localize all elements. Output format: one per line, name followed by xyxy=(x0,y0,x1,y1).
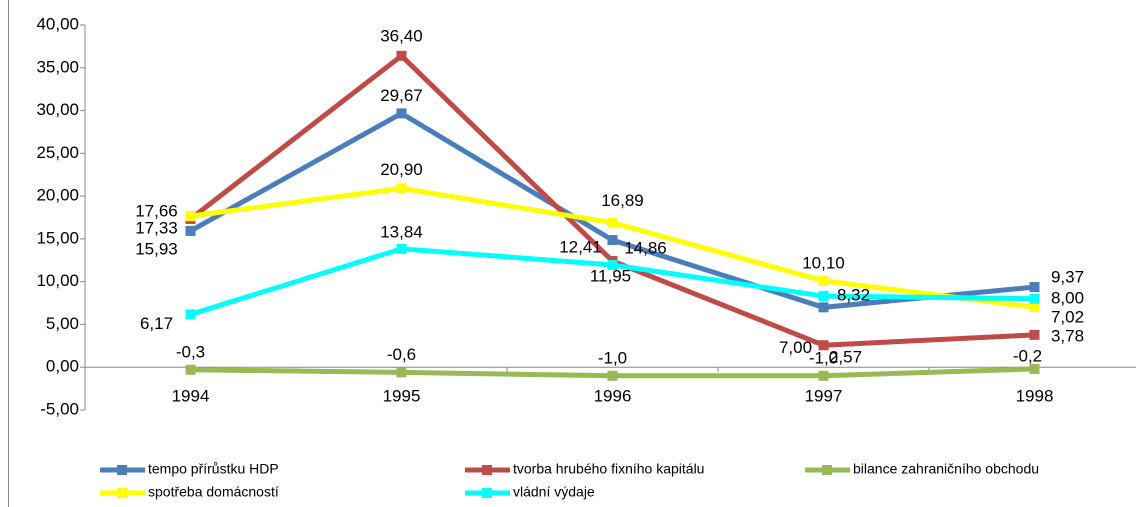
y-tick-label: 0,00 xyxy=(46,357,79,376)
data-label: 14,86 xyxy=(624,239,667,258)
data-label: 11,95 xyxy=(590,266,631,285)
data-label: 3,78 xyxy=(1051,326,1084,345)
point-marker xyxy=(818,340,829,351)
y-tick-label: 25,00 xyxy=(36,143,79,162)
data-label: 17,33 xyxy=(135,218,178,237)
data-label: 6,17 xyxy=(140,314,173,333)
data-label: 17,66 xyxy=(135,202,178,221)
x-tick-label: 1998 xyxy=(1016,387,1054,406)
legend-label: bilance zahraničního obchodu xyxy=(853,461,1039,477)
data-label: 29,67 xyxy=(380,86,423,105)
legend-marker xyxy=(822,465,832,475)
legend-label: spotřeba domácností xyxy=(148,484,279,500)
data-label: -0,6 xyxy=(387,345,416,364)
point-marker xyxy=(1029,363,1040,374)
y-tick-label: 20,00 xyxy=(36,186,79,205)
point-marker xyxy=(396,50,407,61)
y-tick-label: 5,00 xyxy=(46,314,79,333)
legend-marker xyxy=(117,465,127,475)
point-marker xyxy=(818,370,829,381)
point-marker xyxy=(185,225,196,236)
y-tick-label: -5,00 xyxy=(40,399,79,418)
data-label: 13,84 xyxy=(380,222,423,241)
y-tick-label: 30,00 xyxy=(36,100,79,119)
data-label: 7,02 xyxy=(1051,308,1084,327)
y-tick-label: 35,00 xyxy=(36,57,79,76)
x-tick-label: 1996 xyxy=(594,387,632,406)
point-marker xyxy=(607,259,618,270)
x-tick-label: 1997 xyxy=(805,387,843,406)
point-marker xyxy=(607,217,618,228)
data-label: 7,00 xyxy=(779,338,812,357)
data-label: 2,57 xyxy=(829,348,862,367)
data-label: 12,41 xyxy=(559,238,602,257)
legend-label: vládní výdaje xyxy=(513,484,595,500)
data-label: -0,3 xyxy=(176,342,205,361)
data-label: 8,32 xyxy=(837,286,870,305)
point-marker xyxy=(1029,293,1040,304)
point-marker xyxy=(396,367,407,378)
point-marker xyxy=(185,309,196,320)
point-marker xyxy=(396,183,407,194)
legend-marker xyxy=(117,488,127,498)
point-marker xyxy=(1029,282,1040,293)
point-marker xyxy=(1029,302,1040,313)
data-label: 16,89 xyxy=(601,191,644,210)
y-tick-label: 10,00 xyxy=(36,271,79,290)
data-label: -1,0 xyxy=(809,348,838,367)
data-label: 10,10 xyxy=(802,253,845,272)
legend-label: tempo přírůstku HDP xyxy=(148,461,279,477)
point-marker xyxy=(1029,329,1040,340)
data-label: 20,90 xyxy=(380,160,423,179)
point-marker xyxy=(818,291,829,302)
legend-marker xyxy=(482,488,492,498)
x-tick-label: 1995 xyxy=(383,387,421,406)
y-tick-label: 40,00 xyxy=(36,14,79,33)
chart-border xyxy=(8,0,9,507)
point-marker xyxy=(396,108,407,119)
y-tick-label: 15,00 xyxy=(36,228,79,247)
point-marker xyxy=(396,243,407,254)
data-label: 15,93 xyxy=(135,239,178,258)
data-label: 36,40 xyxy=(380,26,423,45)
point-marker xyxy=(185,211,196,222)
point-marker xyxy=(185,364,196,375)
point-marker xyxy=(818,275,829,286)
data-label: 8,00 xyxy=(1051,288,1084,307)
x-tick-label: 1994 xyxy=(172,387,210,406)
legend-label: tvorba hrubého fixního kapitálu xyxy=(513,461,704,477)
data-label: -1,0 xyxy=(598,348,627,367)
legend-marker xyxy=(482,465,492,475)
data-label: -0,2 xyxy=(1013,346,1042,365)
point-marker xyxy=(607,235,618,246)
point-marker xyxy=(818,302,829,313)
data-label: 9,37 xyxy=(1051,268,1084,287)
point-marker xyxy=(607,370,618,381)
